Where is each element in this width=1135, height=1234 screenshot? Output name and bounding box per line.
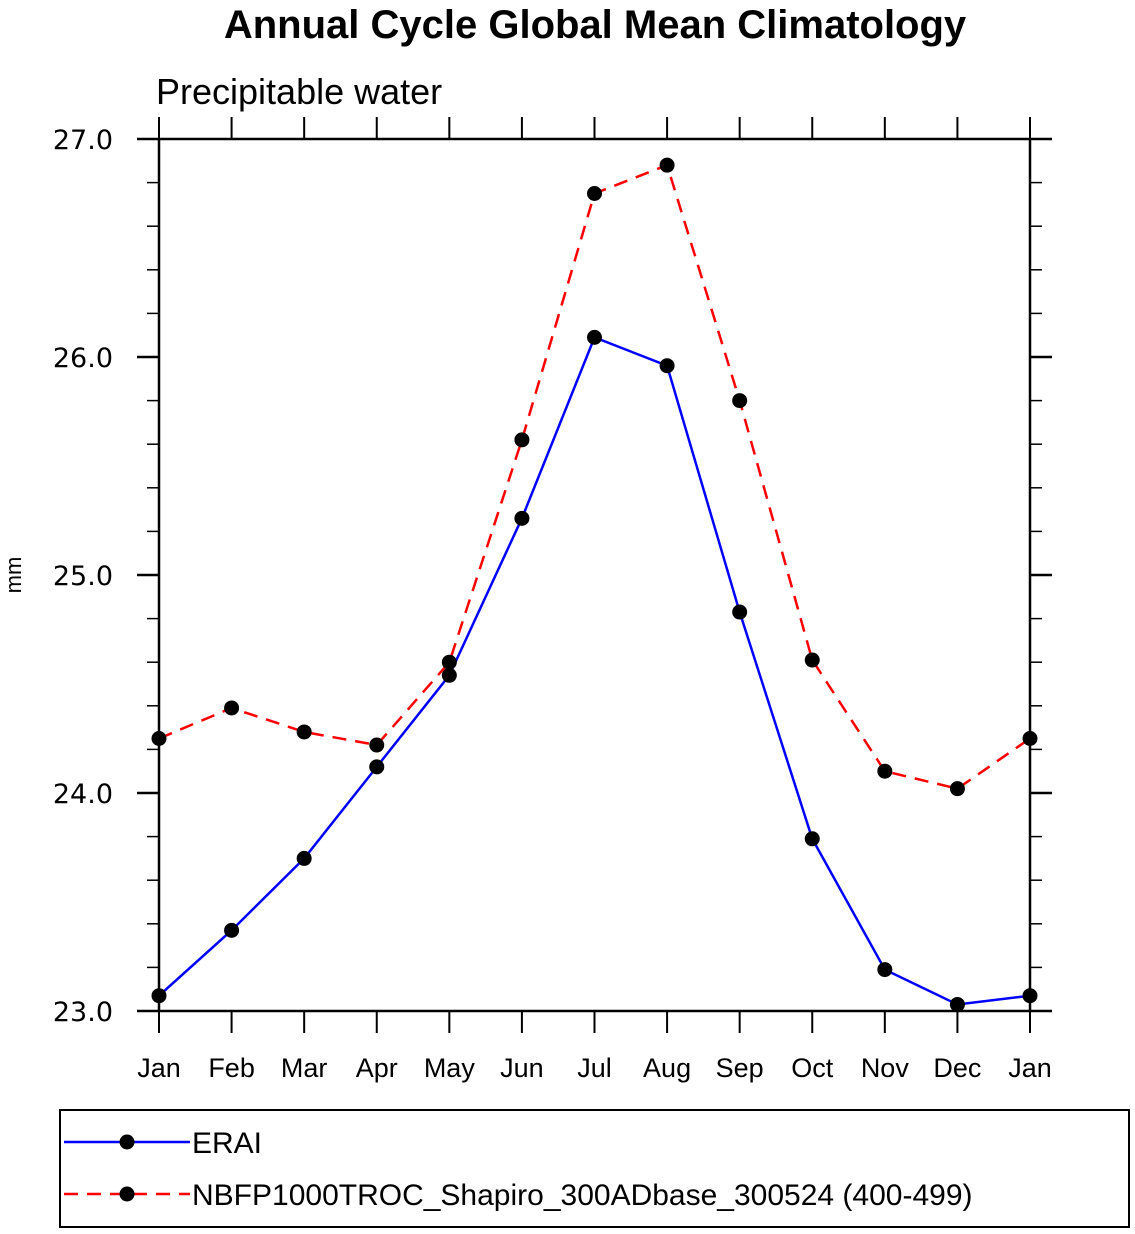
data-point: [949, 781, 965, 797]
legend-label: ERAI: [192, 1127, 262, 1160]
data-point: [949, 996, 965, 1012]
y-axis-label: mm: [1, 557, 26, 594]
data-point: [296, 724, 312, 740]
legend-marker: [119, 1134, 135, 1150]
chart-title: Annual Cycle Global Mean Climatology: [224, 3, 967, 47]
data-point: [296, 850, 312, 866]
y-tick-label: 27.0: [53, 125, 113, 156]
data-point: [659, 157, 675, 173]
x-tick-label: Nov: [861, 1053, 910, 1083]
y-tick-label: 23.0: [53, 997, 113, 1028]
x-tick-label: Apr: [356, 1053, 398, 1083]
x-tick-label: Jun: [500, 1053, 544, 1083]
x-tick-label: Dec: [933, 1053, 981, 1083]
data-point: [369, 737, 385, 753]
chart-subtitle: Precipitable water: [156, 71, 442, 112]
legend-box: [59, 1109, 1130, 1228]
data-point: [441, 654, 457, 670]
series-layer: [151, 157, 1038, 1012]
x-tick-label: Jan: [137, 1053, 181, 1083]
series-model: [151, 157, 1038, 797]
data-point: [1022, 988, 1038, 1004]
data-point: [151, 731, 167, 746]
data-point: [224, 922, 240, 938]
y-tick-label: 24.0: [53, 779, 113, 810]
legend-item: NBFP1000TROC_Shapiro_300ADbase_300524 (4…: [64, 1179, 973, 1212]
data-point: [1022, 731, 1038, 746]
data-point: [224, 700, 240, 716]
data-point: [587, 186, 602, 201]
data-point: [804, 831, 820, 847]
data-point: [804, 652, 820, 668]
x-tick-label: Feb: [208, 1053, 255, 1083]
data-point: [441, 667, 457, 683]
data-point: [659, 358, 675, 374]
x-tick-label: Mar: [281, 1053, 328, 1083]
data-point: [514, 510, 530, 526]
data-point: [369, 759, 385, 775]
series-line: [158, 335, 1031, 1006]
data-point: [732, 604, 748, 620]
legend: ERAI NBFP1000TROC_Shapiro_300ADbase_30052…: [59, 1109, 1130, 1228]
series-erai: [151, 329, 1038, 1012]
data-point: [877, 962, 893, 978]
x-tick-label: Jan: [1008, 1053, 1052, 1083]
data-point: [732, 393, 748, 409]
data-point: [877, 763, 893, 779]
y-axis-ticks: 23.0 24.0 25.0 26.0 27.0: [53, 125, 1052, 1028]
x-tick-label: Jul: [577, 1053, 612, 1083]
data-point: [151, 988, 167, 1004]
y-tick-label: 26.0: [53, 343, 113, 374]
data-point: [514, 432, 530, 448]
x-tick-label: Oct: [791, 1053, 834, 1083]
legend-marker: [119, 1186, 135, 1202]
x-axis-ticks: Jan Feb Mar Apr May Jun Jul Aug Sep Oct Nov Dec Jan: [137, 117, 1052, 1083]
x-tick-label: Sep: [716, 1053, 764, 1083]
plot-frame: [157, 137, 1032, 1013]
plot-axes: [157, 137, 1032, 1013]
legend-item: ERAI: [64, 1127, 262, 1160]
y-tick-label: 25.0: [53, 561, 113, 592]
x-tick-label: Aug: [643, 1053, 691, 1083]
series-line: [158, 163, 1031, 790]
data-point: [587, 329, 602, 345]
legend-label: NBFP1000TROC_Shapiro_300ADbase_300524 (4…: [192, 1179, 973, 1212]
x-tick-label: May: [424, 1053, 476, 1083]
